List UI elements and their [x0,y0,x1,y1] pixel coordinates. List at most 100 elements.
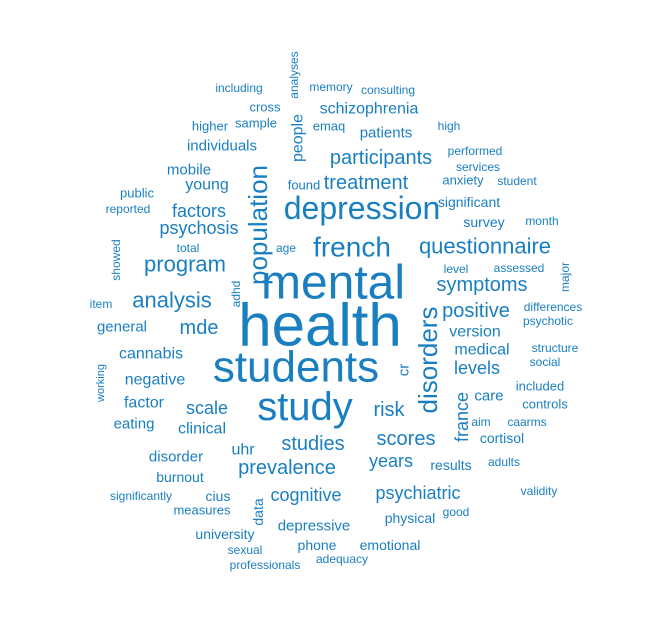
word-26: version [449,324,501,341]
word-55: phone [298,537,337,553]
word-78: showed [109,239,123,280]
word-22: factors [172,201,226,221]
word-18: positive [442,300,510,322]
word-39: uhr [231,442,255,459]
word-31: negative [125,372,186,389]
word-33: clinical [178,421,226,438]
word-99: adequacy [316,552,368,566]
word-60: found [288,178,321,193]
word-87: psychotic [523,314,573,328]
word-85: adhd [229,281,243,308]
word-7: disorders [413,307,443,414]
word-51: cortisol [480,430,524,446]
word-16: scores [377,428,436,450]
word-32: cannabis [119,346,183,363]
word-52: data [250,498,266,525]
word-14: prevalence [238,457,336,479]
word-93: adults [488,455,520,469]
word-67: including [215,81,262,95]
word-77: month [525,214,558,228]
word-29: people [290,114,307,162]
word-71: high [438,119,461,133]
word-23: psychosis [159,218,238,238]
word-95: significantly [110,489,172,503]
word-73: services [456,160,500,174]
word-20: psychiatric [375,483,460,503]
word-12: treatment [324,172,409,194]
word-8: questionnaire [419,234,551,259]
word-1: mental [261,257,405,310]
word-35: individuals [187,138,257,155]
word-2: students [213,343,379,392]
word-28: france [452,392,472,442]
word-0: health [238,292,401,359]
word-25: young [185,177,229,194]
word-44: eating [114,416,155,433]
word-75: public [120,186,154,201]
word-53: physical [385,510,436,526]
word-38: disorder [149,449,203,466]
word-82: assessed [494,261,545,275]
word-43: care [474,388,503,405]
word-45: depressive [278,518,351,535]
word-48: survey [463,214,504,230]
word-17: symptoms [436,274,527,296]
word-36: years [369,451,413,471]
word-62: included [516,379,564,394]
word-66: cross [249,100,281,115]
word-89: social [530,355,561,369]
word-94: validity [521,484,558,498]
word-40: patients [360,125,413,142]
word-3: study [257,385,353,429]
word-6: population [243,165,273,285]
word-90: working [95,364,107,403]
word-98: professionals [230,558,301,572]
word-79: total [177,241,200,255]
word-69: consulting [361,83,415,97]
word-11: participants [330,147,432,169]
word-72: performed [448,144,503,158]
word-61: cr [396,364,413,377]
word-92: caarms [507,415,546,429]
word-19: cognitive [270,485,341,505]
word-56: university [195,526,254,542]
word-76: reported [106,202,151,216]
word-41: general [97,319,147,336]
word-15: studies [281,433,344,455]
word-80: age [276,241,296,255]
word-96: good [443,505,470,519]
word-42: mobile [167,162,211,179]
word-68: memory [309,80,352,94]
word-37: factor [124,395,165,412]
word-88: structure [532,341,579,355]
word-91: aim [471,415,490,429]
word-59: emaq [313,119,346,134]
word-21: mde [180,317,219,339]
word-63: controls [522,397,568,412]
word-65: higher [192,119,229,134]
word-9: program [144,252,226,277]
word-10: analysis [132,288,211,313]
word-46: results [430,457,471,473]
word-70: analyses [287,51,301,98]
word-4: depression [284,190,441,226]
word-83: major [558,262,572,292]
word-13: risk [373,399,405,421]
word-47: significant [438,194,500,210]
word-84: item [90,297,113,311]
word-57: measures [173,503,231,518]
word-81: level [444,262,469,276]
word-58: anxiety [442,173,484,188]
word-54: emotional [360,537,421,553]
word-50: cius [206,488,231,504]
word-24: scale [186,398,228,418]
word-74: student [497,174,537,188]
word-30: schizophrenia [320,101,419,118]
word-97: sexual [228,543,263,557]
word-86: differences [524,300,582,314]
word-64: sample [235,116,277,131]
word-49: burnout [156,469,204,485]
word-5: french [313,232,391,263]
word-27: levels [454,358,500,378]
